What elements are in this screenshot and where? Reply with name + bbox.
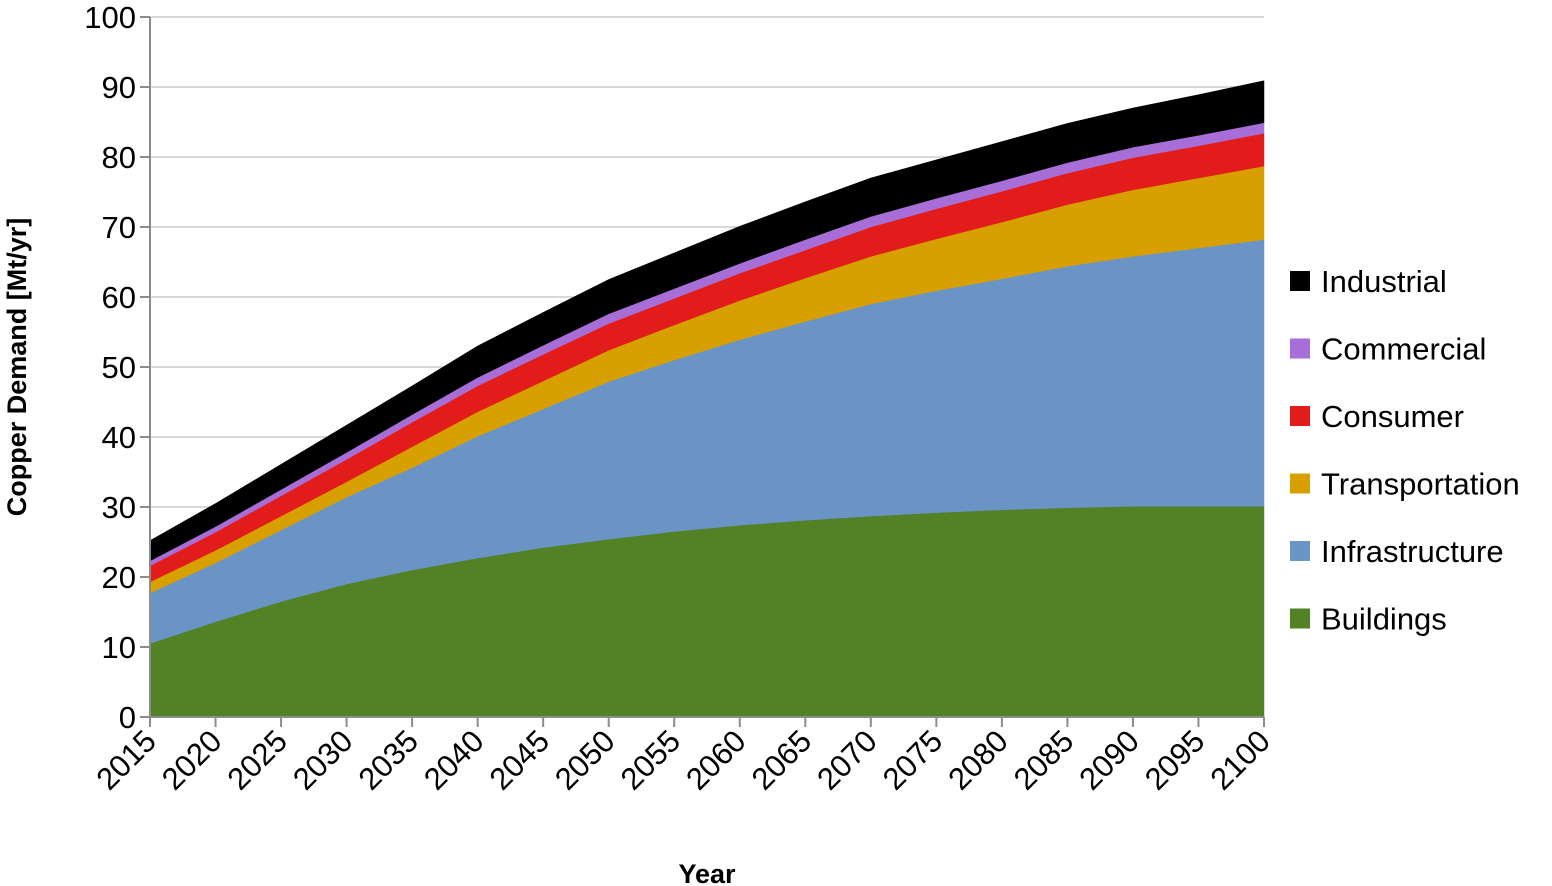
legend: Industrial Commercial Consumer Transportati… [1290, 264, 1520, 637]
x-axis-title: Year [678, 859, 736, 886]
x-tick-label-2095: 2095 [1138, 723, 1212, 797]
x-tick-label-2030: 2030 [286, 723, 360, 797]
x-tick-label-2050: 2050 [548, 723, 622, 797]
x-tick-label-2015: 2015 [89, 723, 163, 797]
y-tick-label-20: 20 [102, 560, 136, 595]
x-tick-label-2060: 2060 [679, 723, 753, 797]
x-tick-label-2100: 2100 [1203, 723, 1277, 797]
area-industrial [149, 80, 1265, 562]
legend-swatch-buildings [1290, 608, 1310, 629]
y-tick-label-70: 70 [102, 210, 136, 245]
y-axis-title: Copper Demand [Mt/yr] [2, 218, 32, 517]
legend-label-infrastructure: Infrastructure [1321, 534, 1504, 569]
x-tick-label-2090: 2090 [1072, 723, 1146, 797]
legend-swatch-consumer [1290, 406, 1310, 426]
legend-swatch-industrial [1290, 271, 1310, 291]
legend-label-transportation: Transportation [1321, 467, 1520, 502]
x-tick-label-2035: 2035 [352, 723, 426, 797]
x-tick-label-2070: 2070 [810, 723, 884, 797]
legend-label-commercial: Commercial [1321, 332, 1486, 367]
axes [140, 16, 1265, 727]
x-tick-labels: 2015202020252030203520402045205020552060… [89, 723, 1277, 797]
legend-label-buildings: Buildings [1321, 602, 1447, 637]
y-tick-label-30: 30 [102, 490, 136, 525]
x-tick-label-2075: 2075 [876, 723, 950, 797]
legend-swatch-transportation [1290, 473, 1310, 494]
x-tick-label-2055: 2055 [614, 723, 688, 797]
legend-swatch-commercial [1290, 338, 1310, 359]
legend-swatch-infrastructure [1290, 541, 1310, 561]
x-tick-label-2045: 2045 [483, 723, 557, 797]
y-tick-label-40: 40 [102, 420, 136, 455]
x-tick-label-2040: 2040 [417, 723, 491, 797]
y-tick-label-10: 10 [102, 630, 136, 665]
x-tick-label-2080: 2080 [941, 723, 1015, 797]
y-tick-label-100: 100 [84, 0, 136, 35]
y-tick-label-90: 90 [102, 70, 136, 105]
legend-label-industrial: Industrial [1321, 264, 1447, 299]
y-tick-label-0: 0 [119, 700, 136, 735]
y-tick-label-60: 60 [102, 280, 136, 315]
y-tick-label-80: 80 [102, 140, 136, 175]
y-tick-labels: 0 10 20 30 40 50 60 70 80 90 100 [84, 0, 136, 735]
area-series-group [149, 80, 1265, 718]
legend-label-consumer: Consumer [1321, 399, 1464, 434]
y-tick-label-50: 50 [102, 350, 136, 385]
x-tick-label-2085: 2085 [1007, 723, 1081, 797]
x-tick-label-2025: 2025 [220, 723, 294, 797]
x-tick-label-2065: 2065 [745, 723, 819, 797]
x-tick-label-2020: 2020 [155, 723, 229, 797]
